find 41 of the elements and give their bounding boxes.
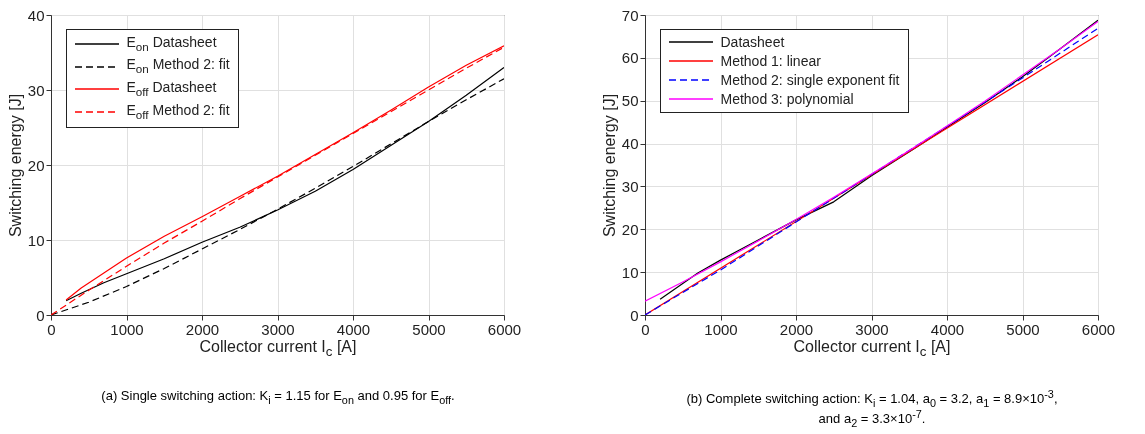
x-tick-label: 6000 <box>1081 320 1116 338</box>
legend-label: E$_{on}$ Datasheet <box>126 32 217 55</box>
x-tick-label: 3000 <box>261 320 295 338</box>
x-tick-label: 0 <box>47 320 56 338</box>
y-tick-label: 40 <box>621 135 639 153</box>
y-tick-label: 50 <box>621 92 639 110</box>
legend-label: E$_{off}$ Method 2: fit <box>126 100 230 123</box>
x-tick-label: 3000 <box>855 320 889 338</box>
legend-label: E$_{off}$ Datasheet <box>126 78 217 100</box>
y-tick-label: 20 <box>27 156 45 174</box>
x-axis-title: Collector current I$_{c}$ [A] <box>198 337 358 359</box>
text: (b) Complete switching action: K$_{i}$ = 1.04, a$_{0}$ = 3.2, a$_{1}$ = 8.9×10$^{-3}$, and a$_{2}$ = 3.3×10$^{-7}$. <box>686 387 1058 430</box>
y-axis-title: Switching energy [J] <box>600 93 618 238</box>
y-tick-label: 10 <box>27 231 45 249</box>
y-tick-label: 10 <box>621 263 639 281</box>
y-tick-label: 40 <box>27 6 45 24</box>
x-tick-label: 2000 <box>779 320 814 338</box>
y-tick-label: 0 <box>630 306 639 324</box>
text: (a) Single switching action: K$_{i}$ = 1.15 for E$_{on}$ and 0.95 for E$_{off}$. <box>100 387 456 406</box>
legend-label: Method 2: single exponent fit <box>720 70 900 90</box>
y-tick-label: 70 <box>621 6 639 24</box>
y-axis-title: Switching energy [J] <box>6 93 24 238</box>
x-tick-label: 0 <box>641 320 650 338</box>
legend-label: E$_{on}$ Method 2: fit <box>126 55 230 78</box>
x-tick-label: 5000 <box>412 320 446 338</box>
y-tick-label: 0 <box>36 306 45 324</box>
x-tick-label: 5000 <box>1006 320 1040 338</box>
legend-label: Method 3: polynomial <box>720 89 854 109</box>
x-axis-title: Collector current I$_{c}$ [A] <box>792 337 952 359</box>
legend-label: Method 1: linear <box>720 51 821 71</box>
y-tick-label: 30 <box>621 177 639 195</box>
x-tick-label: 4000 <box>930 320 965 338</box>
x-tick-label: 6000 <box>487 320 522 338</box>
y-tick-label: 60 <box>621 49 639 67</box>
y-tick-label: 30 <box>27 81 45 99</box>
x-tick-label: 1000 <box>110 320 144 338</box>
legend-label: Datasheet <box>720 32 785 52</box>
x-tick-label: 4000 <box>336 320 371 338</box>
x-tick-label: 2000 <box>185 320 220 338</box>
x-tick-label: 1000 <box>704 320 738 338</box>
y-tick-label: 20 <box>621 220 639 238</box>
